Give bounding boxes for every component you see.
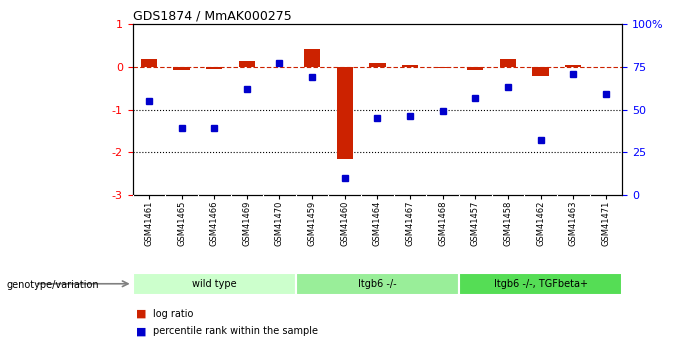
Bar <box>337 67 353 159</box>
Text: GDS1874 / MmAK000275: GDS1874 / MmAK000275 <box>133 10 291 23</box>
Bar <box>500 59 516 67</box>
Bar <box>296 273 459 295</box>
Text: percentile rank within the sample: percentile rank within the sample <box>153 326 318 336</box>
Text: genotype/variation: genotype/variation <box>7 280 99 289</box>
Text: Itgb6 -/-: Itgb6 -/- <box>358 279 396 289</box>
Text: wild type: wild type <box>192 279 237 289</box>
Bar <box>532 67 549 76</box>
Bar <box>435 67 451 68</box>
Text: ■: ■ <box>136 326 146 336</box>
Bar <box>459 273 622 295</box>
Text: ■: ■ <box>136 309 146 319</box>
Bar <box>206 67 222 69</box>
Bar <box>304 49 320 67</box>
Text: Itgb6 -/-, TGFbeta+: Itgb6 -/-, TGFbeta+ <box>494 279 588 289</box>
Bar <box>133 273 296 295</box>
Bar <box>369 62 386 67</box>
Bar <box>467 67 483 70</box>
Bar <box>402 65 418 67</box>
Bar <box>565 65 581 67</box>
Bar <box>239 61 255 67</box>
Text: log ratio: log ratio <box>153 309 193 319</box>
Bar <box>141 59 157 67</box>
Bar <box>173 67 190 70</box>
